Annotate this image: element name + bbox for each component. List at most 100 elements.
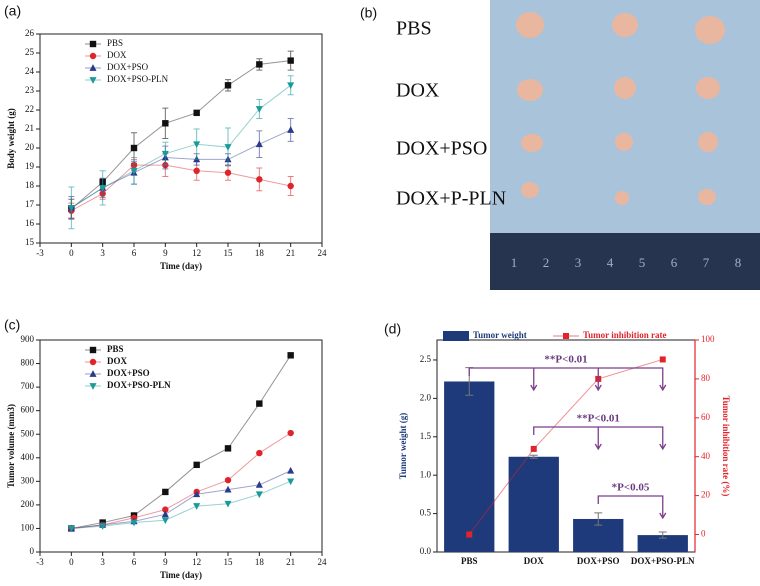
y-tick-label: 18 bbox=[25, 180, 35, 190]
y-axis-label: Tumor volume (mm3) bbox=[6, 404, 16, 488]
significance-bracket bbox=[533, 426, 667, 451]
ruler-number: 8 bbox=[735, 255, 742, 270]
y2-tick-label: 60 bbox=[701, 412, 711, 422]
legend-label: DOX+PSO-PLN bbox=[107, 380, 171, 390]
marker bbox=[130, 167, 138, 175]
annotation: **P<0.01 bbox=[544, 354, 587, 366]
x-tick-label: 15 bbox=[224, 248, 234, 258]
group-label: PBS bbox=[396, 18, 432, 40]
significance-bracket bbox=[468, 367, 667, 392]
x-tick-label: 24 bbox=[318, 248, 328, 258]
y-tick-label: 700 bbox=[21, 381, 35, 391]
marker bbox=[161, 150, 169, 158]
x-tick-label: 0 bbox=[69, 557, 74, 567]
ruler-number: 3 bbox=[575, 255, 582, 270]
marker bbox=[287, 466, 295, 474]
x-tick-label: 6 bbox=[132, 248, 137, 258]
legend-marker bbox=[89, 77, 97, 84]
ruler bbox=[490, 233, 760, 290]
y-tick-label: 25 bbox=[25, 47, 35, 57]
x-tick-label: 21 bbox=[286, 248, 295, 258]
legend-marker bbox=[89, 52, 97, 60]
legend-label: Tumor inhibition rate bbox=[583, 330, 667, 340]
ruler-number: 7 bbox=[703, 255, 710, 270]
marker bbox=[256, 449, 263, 457]
legend-marker bbox=[89, 358, 97, 366]
y2-tick-label: 0 bbox=[701, 529, 706, 539]
y-tick-label: 16 bbox=[25, 218, 35, 228]
legend-swatch bbox=[443, 331, 469, 341]
marker bbox=[161, 517, 169, 525]
x-tick-label: DOX+PSO bbox=[577, 556, 620, 566]
legend-label: DOX+PSO bbox=[107, 368, 150, 378]
series-line bbox=[71, 470, 291, 529]
marker bbox=[224, 476, 232, 484]
y-tick-label: 1.5 bbox=[420, 431, 432, 441]
x-tick-label: 3 bbox=[100, 248, 105, 258]
panel-label: (a) bbox=[4, 3, 21, 19]
legend-marker bbox=[89, 383, 97, 390]
marker bbox=[287, 126, 295, 133]
y-tick-label: 2.5 bbox=[420, 354, 432, 364]
marker bbox=[255, 491, 263, 499]
panel-label: (c) bbox=[4, 317, 20, 333]
marker bbox=[287, 478, 295, 486]
tumors bbox=[516, 12, 725, 205]
bar bbox=[444, 381, 495, 552]
marker bbox=[256, 61, 263, 68]
x-tick-label: 3 bbox=[100, 557, 105, 567]
marker bbox=[255, 481, 263, 488]
marker bbox=[130, 144, 138, 152]
x-tick-label: 12 bbox=[192, 557, 201, 567]
y-axis-label: Body weight (g) bbox=[6, 108, 16, 169]
group-label: DOX bbox=[396, 80, 440, 102]
bar bbox=[508, 456, 559, 552]
y-axis-label: Tumor weight (g) bbox=[398, 413, 408, 480]
y2-tick-label: 100 bbox=[701, 334, 715, 344]
marker bbox=[224, 82, 232, 89]
series-line bbox=[468, 358, 663, 535]
marker bbox=[99, 523, 107, 530]
plot-frame bbox=[39, 33, 323, 244]
marker bbox=[224, 445, 232, 452]
marker bbox=[130, 519, 138, 527]
x-tick-label: 9 bbox=[163, 248, 168, 258]
legend-label: PBS bbox=[107, 344, 124, 354]
series-line bbox=[71, 432, 291, 529]
y-tick-label: 100 bbox=[21, 523, 35, 533]
marker bbox=[193, 490, 201, 498]
series-line bbox=[71, 129, 291, 209]
error-bar bbox=[658, 531, 667, 539]
marker bbox=[99, 185, 107, 192]
legend-marker bbox=[89, 346, 97, 354]
y-tick-label: 0.0 bbox=[420, 546, 432, 556]
marker bbox=[255, 140, 263, 148]
y-tick-label: 20 bbox=[25, 142, 35, 152]
y2-tick-label: 40 bbox=[701, 451, 711, 461]
ruler-number: 4 bbox=[607, 255, 614, 270]
y-tick-label: 19 bbox=[25, 161, 35, 171]
marker bbox=[162, 488, 169, 496]
x-tick-label: PBS bbox=[461, 556, 478, 566]
y-tick-label: 23 bbox=[25, 85, 35, 95]
panel-label: (d) bbox=[384, 321, 401, 337]
y-tick-label: 300 bbox=[21, 475, 35, 485]
x-tick-label: 15 bbox=[224, 557, 234, 567]
y-tick-label: 0.5 bbox=[420, 508, 432, 518]
x-tick-label: DOX bbox=[524, 556, 545, 566]
x-tick-label: 21 bbox=[286, 557, 295, 567]
x-tick-label: DOX+PSO-PLN bbox=[631, 556, 695, 566]
y-tick-label: 26 bbox=[25, 28, 35, 38]
x-tick-label: 6 bbox=[132, 557, 137, 567]
x-tick-label: 24 bbox=[318, 557, 328, 567]
marker bbox=[466, 531, 473, 538]
annotation: *P<0.05 bbox=[612, 482, 650, 494]
y-tick-label: 22 bbox=[25, 104, 34, 114]
y-tick-label: 900 bbox=[21, 334, 35, 344]
legend-label: PBS bbox=[107, 38, 123, 48]
y-tick-label: 2.0 bbox=[420, 392, 432, 402]
series-line bbox=[71, 84, 291, 209]
series-line bbox=[71, 164, 291, 212]
group-label: DOX+P-PLN bbox=[396, 188, 506, 210]
ruler-number: 6 bbox=[671, 255, 678, 270]
